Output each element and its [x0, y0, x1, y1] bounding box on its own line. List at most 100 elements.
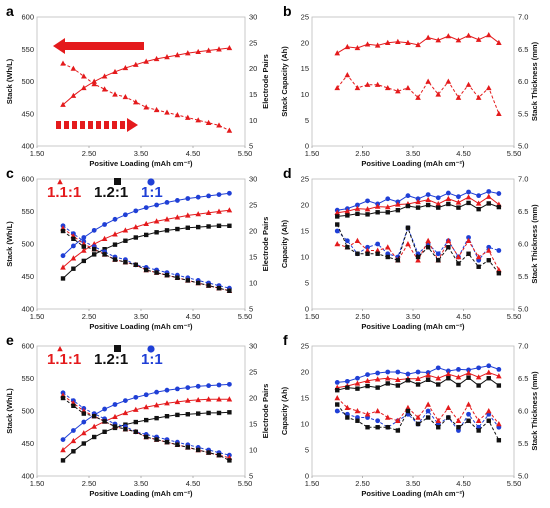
data-point	[496, 438, 502, 443]
data-point	[226, 127, 233, 133]
x-tick-label: 3.50	[406, 149, 421, 158]
data-point	[334, 408, 340, 414]
data-point	[60, 101, 66, 107]
data-point	[435, 37, 442, 43]
y-axis-label: Capacity (Ah)	[280, 219, 289, 268]
data-point	[355, 418, 360, 423]
data-point	[354, 380, 361, 386]
legend-black-marker	[114, 178, 121, 185]
data-point	[60, 253, 66, 259]
series-black-right-dashed	[60, 228, 232, 293]
legend-blue-label: 1:1	[141, 184, 163, 201]
data-point	[395, 383, 401, 388]
y2-tick-label: 7.0	[518, 13, 528, 22]
data-point	[425, 34, 431, 40]
data-point	[227, 190, 232, 196]
y2-tick-label: 6.0	[518, 407, 528, 416]
data-point	[175, 198, 180, 203]
data-point	[384, 84, 391, 91]
data-point	[445, 190, 451, 196]
data-point	[395, 376, 401, 382]
y-tick-label: 400	[21, 472, 34, 481]
data-point	[415, 382, 421, 387]
y2-tick-label: 20	[249, 227, 257, 236]
data-point	[144, 434, 149, 440]
y2-axis-label: Stack Thickness (mm)	[530, 204, 539, 284]
panel-label-b: b	[283, 3, 292, 19]
data-point	[395, 208, 401, 213]
data-point	[476, 428, 481, 433]
data-point	[496, 373, 502, 379]
data-point	[71, 266, 76, 271]
y-tick-label: 20	[301, 38, 309, 47]
data-point	[185, 397, 191, 403]
x-tick-label: 4.50	[456, 149, 471, 158]
data-point	[496, 39, 502, 45]
data-point	[334, 380, 340, 385]
data-point	[92, 247, 97, 252]
data-point	[345, 213, 350, 218]
data-point	[185, 196, 191, 201]
data-point	[154, 437, 159, 442]
y2-tick-label: 5.0	[518, 305, 528, 314]
data-point	[91, 81, 97, 87]
x-tick-label: 5.50	[507, 312, 522, 321]
y2-tick-label: 15	[249, 90, 257, 99]
data-point	[485, 193, 492, 199]
data-point	[385, 196, 391, 202]
data-point	[425, 401, 431, 407]
data-point	[70, 255, 77, 261]
data-point	[227, 381, 232, 387]
data-point	[175, 275, 180, 280]
legend-blue-marker	[147, 178, 155, 186]
data-point	[445, 78, 452, 84]
data-point	[374, 42, 381, 48]
data-point	[101, 235, 108, 241]
legend-black-label: 1.2:1	[94, 351, 128, 368]
y2-tick-label: 7.0	[518, 175, 528, 184]
data-point	[365, 212, 370, 217]
data-point	[446, 245, 451, 250]
data-point	[365, 198, 370, 204]
data-point	[164, 200, 170, 205]
data-point	[216, 208, 222, 214]
data-point	[102, 252, 107, 257]
data-point	[206, 450, 211, 455]
y-tick-label: 400	[21, 142, 34, 151]
data-point	[174, 112, 181, 118]
data-point	[81, 247, 87, 253]
y2-tick-label: 5.5	[518, 109, 528, 118]
data-point	[344, 43, 351, 50]
data-point	[195, 211, 201, 217]
y-axis-label: Stack (Wh/L)	[5, 58, 14, 104]
y2-tick-label: 5	[249, 305, 253, 314]
data-point	[364, 411, 371, 417]
plot-frame	[311, 345, 515, 477]
data-point	[81, 419, 87, 425]
data-point	[375, 241, 381, 247]
data-point	[335, 214, 340, 219]
x-axis-label: Positive Loading (mAh cm⁻²)	[361, 159, 465, 168]
data-point	[216, 223, 222, 228]
data-point	[133, 429, 138, 434]
data-point	[485, 84, 492, 91]
data-point	[485, 247, 492, 253]
y-tick-label: 0	[305, 472, 309, 481]
data-point	[123, 398, 128, 403]
data-point	[425, 408, 431, 414]
x-tick-label: 3.50	[134, 479, 149, 488]
data-point	[227, 223, 232, 228]
y2-axis-label: Stack Thickness (mm)	[530, 371, 539, 451]
data-point	[102, 247, 107, 252]
data-point	[195, 383, 201, 389]
data-point	[344, 238, 350, 244]
data-point	[385, 254, 390, 260]
y2-tick-label: 6.5	[518, 207, 528, 216]
data-point	[133, 394, 139, 400]
x-tick-label: 5.50	[238, 149, 253, 158]
data-point	[216, 453, 222, 458]
y-axis-label: Stack (Wh/L)	[5, 388, 14, 434]
data-point	[425, 192, 431, 198]
data-point	[445, 33, 452, 39]
data-point	[123, 260, 128, 265]
